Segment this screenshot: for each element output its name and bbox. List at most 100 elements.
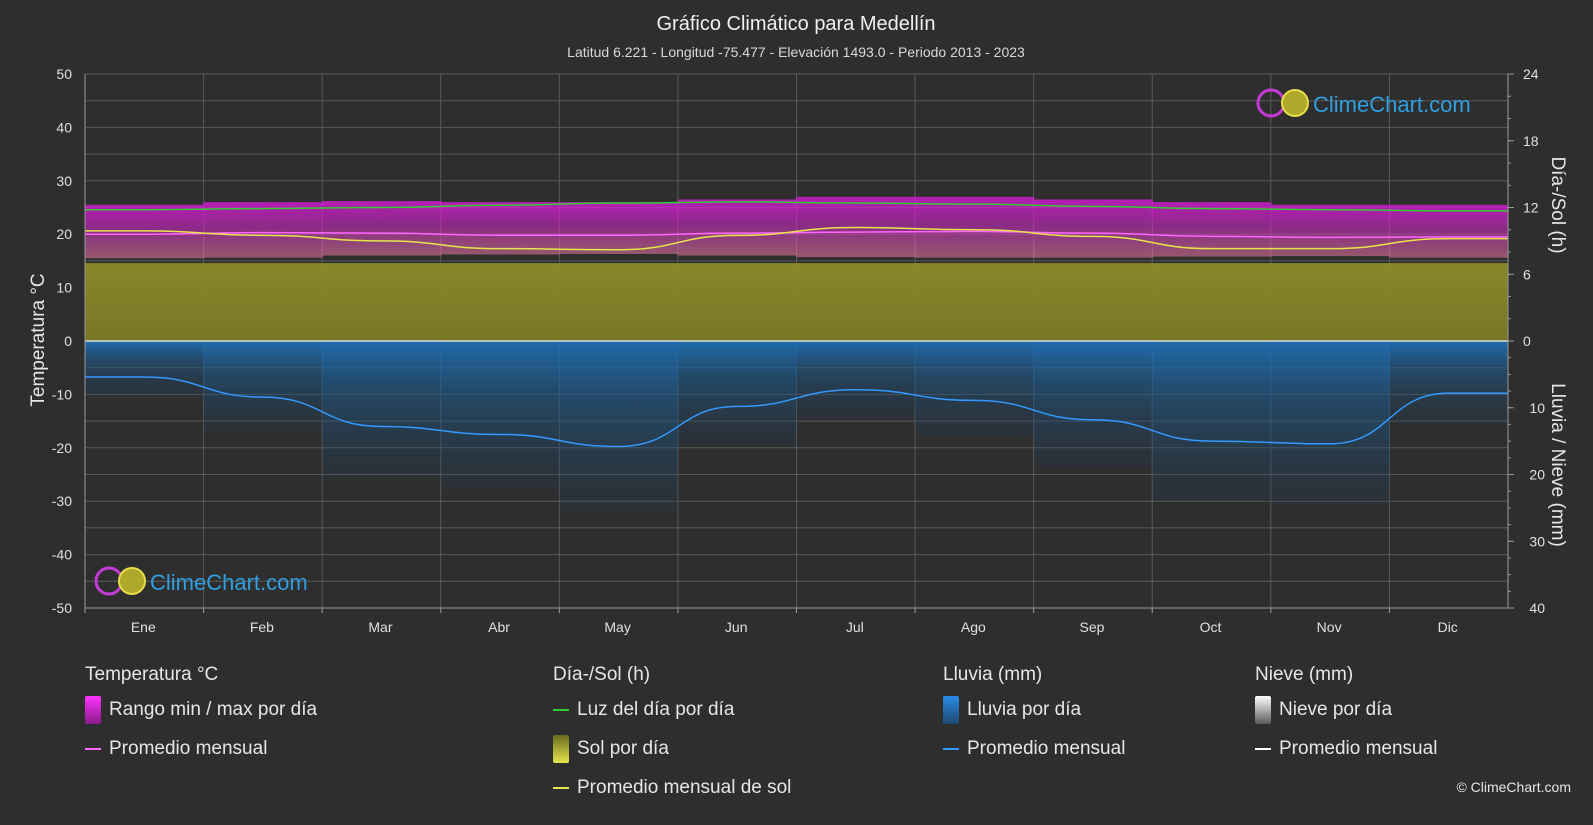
legend-item-sun-avg: Promedio mensual de sol xyxy=(553,768,791,807)
rain-bar xyxy=(203,341,323,431)
rain-avg-line xyxy=(85,376,1508,448)
snow-avg-swatch xyxy=(1255,747,1271,750)
x-tick-label: Mar xyxy=(368,619,392,635)
y-tick-label-left: 50 xyxy=(56,66,72,82)
x-tick-label: Feb xyxy=(250,619,274,635)
legend: Temperatura °C Rango min / max por día P… xyxy=(0,660,1593,825)
x-tick-label: Jun xyxy=(725,619,748,635)
y-tick-label-left: -10 xyxy=(52,386,72,402)
legend-title-rain: Lluvia (mm) xyxy=(943,664,1043,685)
y-tick-label-right-bottom: 10 xyxy=(1529,400,1545,416)
chart-title: Gráfico Climático para Medellín xyxy=(657,13,936,35)
legend-item-snow-daily: Nieve por día xyxy=(1255,690,1437,729)
y-axis-right-top-label: Día-/Sol (h) xyxy=(1547,156,1568,253)
legend-sun: Día-/Sol (h) Luz del día por día Sol por… xyxy=(553,660,791,807)
y-tick-label-left: -40 xyxy=(52,547,72,563)
rain-bar xyxy=(1270,341,1390,506)
rain-bar xyxy=(915,341,1035,437)
temp-range-bar xyxy=(203,202,323,258)
y-tick-label-right-top: 24 xyxy=(1523,66,1539,82)
x-tick-label: Ago xyxy=(961,619,986,635)
temp-avg-line xyxy=(85,230,1508,239)
legend-item-temp-avg: Promedio mensual xyxy=(85,729,317,768)
rain-bars xyxy=(85,341,1509,510)
y-tick-label-right-top: 18 xyxy=(1523,133,1539,149)
y-tick-label-left: -50 xyxy=(52,600,72,616)
rain-bar xyxy=(559,341,679,510)
legend-title-temperature: Temperatura °C xyxy=(85,664,219,685)
brand-text-top: ClimeChart.com xyxy=(1313,92,1471,117)
sunshine-bar xyxy=(1152,263,1272,341)
x-tick-label: Nov xyxy=(1317,619,1342,635)
legend-label: Promedio mensual de sol xyxy=(577,776,792,798)
legend-label: Promedio mensual xyxy=(109,737,268,759)
y-axis-left-label: Temperatura °C xyxy=(28,273,49,406)
snow-swatch xyxy=(1255,695,1271,724)
sunshine-swatch xyxy=(553,734,569,763)
legend-label: Sol por día xyxy=(577,737,669,759)
sunshine-bar xyxy=(203,263,323,341)
chart-subtitle: Latitud 6.221 - Longitud -75.477 - Eleva… xyxy=(567,44,1025,60)
sun-avg-swatch xyxy=(553,786,569,789)
y-tick-label-left: 30 xyxy=(56,173,72,189)
temp-avg-swatch xyxy=(85,747,101,750)
daylight-swatch xyxy=(553,708,569,711)
x-tick-label: Jul xyxy=(846,619,864,635)
y-tick-label-right-top: 12 xyxy=(1523,200,1539,216)
temp-range-bar xyxy=(677,199,797,256)
sunshine-bar xyxy=(85,263,205,341)
legend-temperature: Temperatura °C Rango min / max por día P… xyxy=(85,660,317,768)
sunshine-bar xyxy=(1389,263,1509,341)
temp-range-bar xyxy=(559,202,679,254)
legend-label: Luz del día por día xyxy=(577,698,735,720)
legend-label: Promedio mensual xyxy=(967,737,1126,759)
y-tick-label-left: 40 xyxy=(56,119,72,135)
legend-item-daylight: Luz del día por día xyxy=(553,690,791,729)
temp-range-bar xyxy=(1270,204,1390,257)
legend-label: Rango min / max por día xyxy=(109,698,318,720)
temp-range-bar xyxy=(322,201,442,256)
legend-rain: Lluvia (mm) Lluvia por día Promedio mens… xyxy=(943,660,1125,768)
x-tick-label: Oct xyxy=(1200,619,1222,635)
y-tick-label-right-bottom: 30 xyxy=(1529,533,1545,549)
brand-logo-top: ClimeChart.com xyxy=(1256,88,1471,118)
sunshine-bar xyxy=(322,263,442,341)
legend-item-rain-avg: Promedio mensual xyxy=(943,729,1125,768)
y-axis-right-bottom-label: Lluvia / Nieve (mm) xyxy=(1547,383,1568,547)
x-tick-label: Abr xyxy=(488,619,510,635)
x-tick-label: May xyxy=(604,619,630,635)
x-tick-label: Ene xyxy=(131,619,156,635)
y-tick-label-left: 20 xyxy=(56,226,72,242)
rain-bar xyxy=(677,341,797,446)
rain-bar xyxy=(85,341,205,399)
temperature-range-area xyxy=(85,196,1509,259)
temp-range-bar xyxy=(1389,204,1509,258)
logo-globe-icon xyxy=(1281,89,1309,117)
sunshine-bar xyxy=(915,263,1035,341)
legend-snow: Nieve (mm) Nieve por día Promedio mensua… xyxy=(1255,660,1437,768)
y-tick-label-right-bottom: 20 xyxy=(1529,467,1545,483)
y-tick-label-left: -30 xyxy=(52,493,72,509)
temp-range-bar xyxy=(1033,199,1153,258)
y-tick-label-left: -20 xyxy=(52,440,72,456)
rain-bar xyxy=(322,341,442,478)
legend-item-snow-avg: Promedio mensual xyxy=(1255,729,1437,768)
sunshine-area xyxy=(85,263,1509,341)
rain-swatch xyxy=(943,695,959,724)
logo-globe-icon xyxy=(118,567,146,595)
rain-bar xyxy=(796,341,916,419)
series-lines xyxy=(84,201,1508,448)
temp-range-swatch xyxy=(85,695,101,724)
x-tick-label: Sep xyxy=(1079,619,1104,635)
rain-bar xyxy=(1152,341,1272,502)
sunshine-bar xyxy=(1033,263,1153,341)
legend-label: Nieve por día xyxy=(1279,698,1393,720)
y-tick-label-right-top: 0 xyxy=(1523,333,1531,349)
temp-range-bar xyxy=(915,196,1035,258)
y-tick-label-right-bottom: 40 xyxy=(1529,600,1545,616)
legend-title-sun: Día-/Sol (h) xyxy=(553,664,651,685)
y-tick-label-right-top: 6 xyxy=(1523,266,1531,282)
sunshine-bar xyxy=(559,263,679,341)
y-tick-label-left: 10 xyxy=(56,280,72,296)
sunshine-bar xyxy=(796,263,916,341)
